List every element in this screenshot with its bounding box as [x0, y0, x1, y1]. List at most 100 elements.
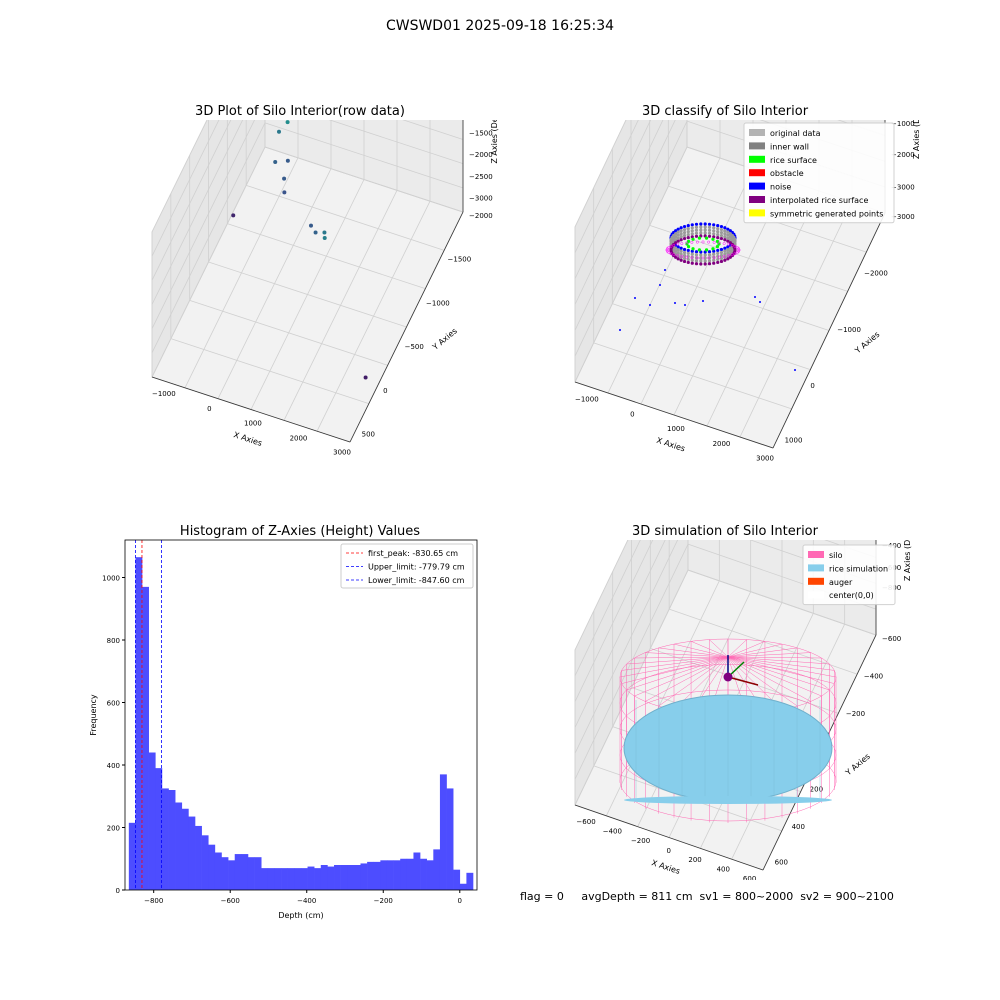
- histogram-title: Histogram of Z-Axies (Height) Values: [179, 524, 421, 539]
- classified-point: [723, 258, 727, 262]
- classified-point: [707, 231, 712, 235]
- classified-point: [712, 229, 716, 233]
- classified-point: [679, 246, 683, 250]
- classified-point: [694, 222, 699, 226]
- x-tick-label: 400: [717, 866, 730, 874]
- classified-point: [703, 259, 707, 263]
- classified-point: [707, 250, 712, 254]
- classified-point: [726, 227, 730, 231]
- histogram-bar: [188, 816, 196, 890]
- x-axis-label: X Axies: [232, 430, 263, 448]
- legend-label: auger: [829, 578, 853, 587]
- depth-histogram: −800 −600 −400 −200 0 0 200 400 600 800 1000 Depth …: [89, 539, 478, 920]
- legend-swatch: [749, 155, 765, 163]
- grid-line: [151, 120, 232, 281]
- classified-point: [719, 233, 724, 238]
- classified-point: [676, 248, 680, 252]
- interpolated-point: [727, 242, 730, 246]
- rice-surface-point: [691, 247, 695, 251]
- histogram-bar: [453, 869, 461, 890]
- interpolated-point: [733, 244, 737, 248]
- classified-point: [719, 230, 724, 235]
- classified-point: [694, 253, 699, 257]
- silo-roof-wire: [727, 647, 798, 658]
- y-tick-label: 1000: [785, 436, 803, 444]
- classified-point: [699, 262, 703, 266]
- x-axis-label: Depth (cm): [278, 911, 323, 920]
- silo-roof-wire: [658, 656, 729, 707]
- classified-point: [703, 231, 707, 235]
- data-point: [308, 223, 313, 228]
- classified-point: [679, 235, 683, 239]
- data-point: [276, 129, 281, 134]
- histogram-bar: [373, 861, 381, 890]
- histogram-bar: [181, 808, 189, 890]
- classified-point: [682, 236, 687, 241]
- y-tick-label: −1500: [448, 256, 472, 264]
- classified-point: [699, 259, 703, 263]
- data-point: [231, 213, 236, 218]
- silo-roof-wire: [626, 656, 729, 691]
- z-tick-label: −1000: [891, 120, 915, 128]
- interpolated-point: [717, 241, 721, 245]
- histogram-bar: [274, 868, 282, 890]
- classified-point: [674, 232, 678, 236]
- classified-point: [707, 262, 712, 266]
- y-axis-label: Y Axies: [430, 326, 459, 352]
- classified-point: [686, 235, 690, 240]
- classified-point: [723, 238, 727, 242]
- classified-point: [674, 235, 678, 239]
- histogram-bar: [195, 825, 202, 890]
- legend-swatch: [808, 577, 824, 585]
- classified-point: [723, 235, 727, 239]
- classified-point: [707, 253, 712, 257]
- data-point: [285, 120, 290, 125]
- legend-box: [802, 544, 896, 606]
- interpolated-point: [737, 247, 741, 251]
- interpolated-point: [737, 248, 741, 252]
- legend-label: interpolated rice surface: [770, 196, 868, 205]
- legend-label: inner wall: [770, 142, 809, 151]
- legend-label: center(0,0): [829, 591, 874, 600]
- classified-point: [674, 238, 678, 242]
- silo-roof-wire: [645, 652, 729, 658]
- noise-point: [759, 301, 761, 303]
- histogram-bar: [247, 857, 255, 890]
- legend-swatch: [808, 564, 824, 572]
- classified-point: [690, 252, 694, 256]
- interpolated-point: [730, 253, 734, 257]
- classified-point: [676, 236, 680, 240]
- classified-point: [707, 222, 712, 226]
- classified-point: [716, 251, 720, 256]
- classified-point: [694, 259, 699, 263]
- histogram-bar: [128, 822, 136, 890]
- classified-point: [726, 251, 730, 255]
- interpolated-point: [669, 252, 673, 256]
- classified-point: [726, 230, 730, 234]
- histogram-bar: [386, 860, 394, 890]
- histogram-bar: [214, 852, 222, 890]
- raw-3d-scatter: −1000 0 1000 2000 3000 500 0 −500 −1000 −1500 −200…: [151, 120, 499, 457]
- legend-label: Upper_limit: -779.79 cm: [368, 563, 465, 572]
- legend-label: silo: [829, 551, 843, 560]
- legend-label: rice surface: [770, 156, 817, 165]
- interpolated-point: [712, 256, 716, 260]
- x-tick-label: 600: [743, 875, 756, 880]
- legend-box: [340, 543, 474, 589]
- data-point: [282, 176, 287, 181]
- legend-swatch: [749, 196, 765, 203]
- classified-point: [682, 259, 687, 264]
- histogram-bar: [241, 854, 249, 890]
- classified-point: [694, 250, 699, 254]
- data-point: [282, 190, 287, 195]
- histogram-bar: [426, 860, 434, 890]
- classified-point: [686, 226, 690, 231]
- classified-point: [682, 230, 687, 235]
- interpolated-point: [707, 256, 711, 260]
- classified-point: [719, 227, 724, 232]
- histogram-bar: [307, 866, 315, 890]
- histogram-bar: [459, 883, 467, 890]
- x-axis-line: [151, 376, 351, 443]
- histogram-bar: [347, 865, 355, 890]
- histogram-bar: [400, 858, 408, 890]
